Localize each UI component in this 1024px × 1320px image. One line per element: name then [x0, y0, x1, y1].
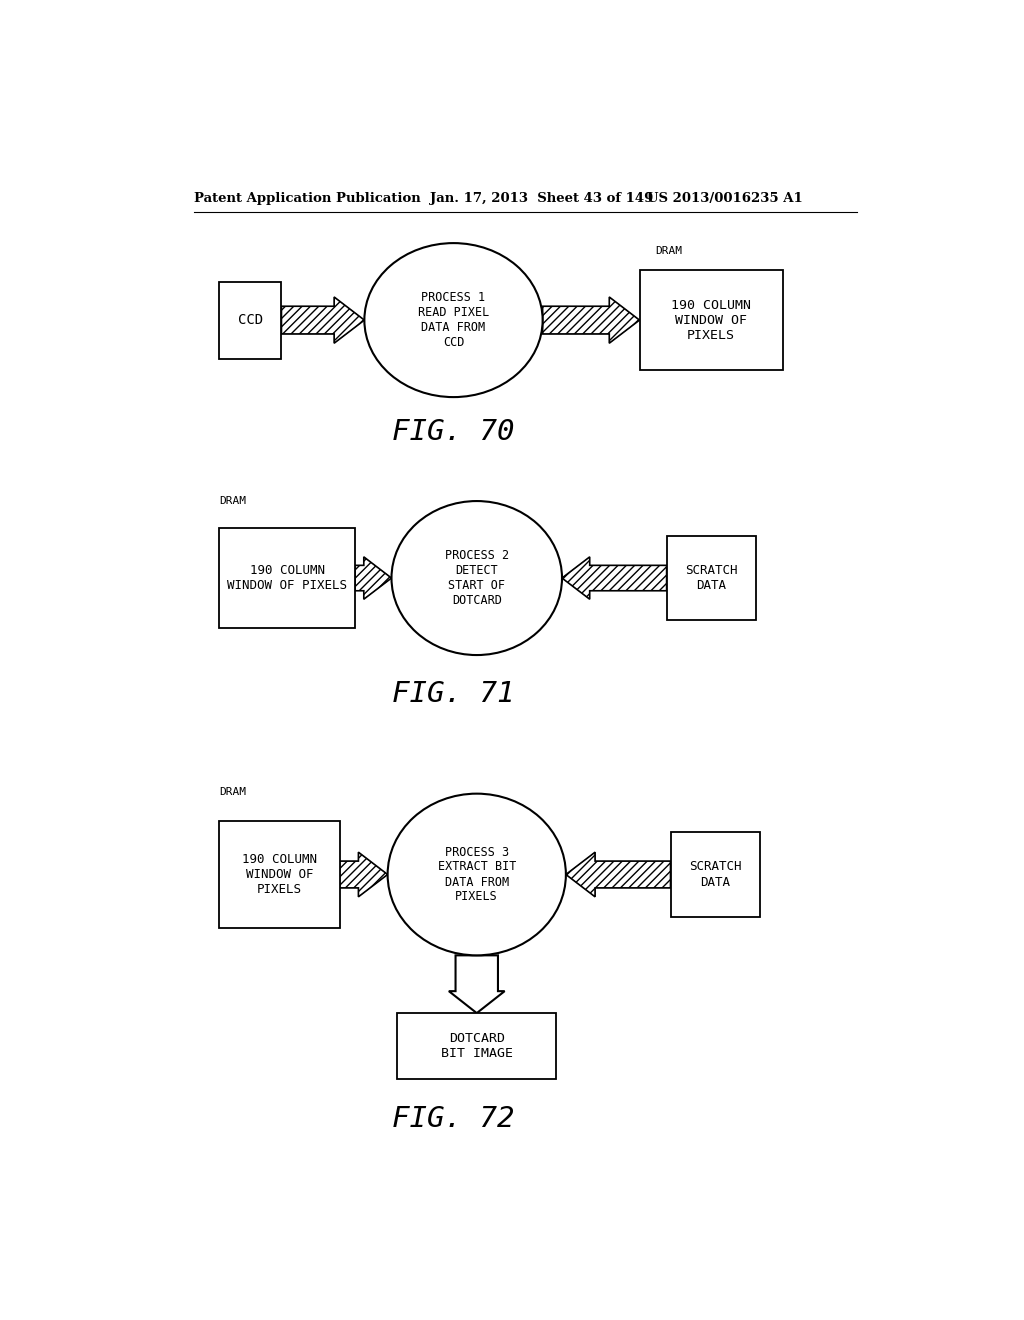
Text: PROCESS 1
READ PIXEL
DATA FROM
CCD: PROCESS 1 READ PIXEL DATA FROM CCD	[418, 292, 489, 348]
Bar	[667, 536, 756, 620]
Bar	[219, 281, 282, 359]
Ellipse shape	[391, 502, 562, 655]
Text: Patent Application Publication: Patent Application Publication	[194, 191, 421, 205]
Text: FIG. 72: FIG. 72	[392, 1105, 515, 1134]
Text: DRAM: DRAM	[219, 787, 247, 797]
Text: DOTCARD
BIT IMAGE: DOTCARD BIT IMAGE	[440, 1032, 513, 1060]
Polygon shape	[543, 297, 640, 343]
Polygon shape	[355, 557, 391, 599]
Text: FIG. 71: FIG. 71	[392, 680, 515, 708]
Text: Jan. 17, 2013  Sheet 43 of 149: Jan. 17, 2013 Sheet 43 of 149	[430, 191, 653, 205]
Polygon shape	[566, 853, 671, 896]
Bar	[640, 271, 783, 370]
Text: PROCESS 3
EXTRACT BIT
DATA FROM
PIXELS: PROCESS 3 EXTRACT BIT DATA FROM PIXELS	[437, 846, 516, 903]
Polygon shape	[282, 297, 365, 343]
Polygon shape	[449, 956, 505, 1014]
Text: US 2013/0016235 A1: US 2013/0016235 A1	[647, 191, 803, 205]
Bar	[219, 821, 340, 928]
Polygon shape	[340, 853, 388, 896]
Text: DRAM: DRAM	[219, 496, 247, 506]
Bar	[219, 528, 355, 628]
Text: SCRATCH
DATA: SCRATCH DATA	[685, 564, 737, 593]
Polygon shape	[562, 557, 667, 599]
Text: 190 COLUMN
WINDOW OF
PIXELS: 190 COLUMN WINDOW OF PIXELS	[671, 298, 752, 342]
Text: DRAM: DRAM	[655, 246, 682, 256]
Text: 190 COLUMN
WINDOW OF
PIXELS: 190 COLUMN WINDOW OF PIXELS	[242, 853, 317, 896]
Text: PROCESS 2
DETECT
START OF
DOTCARD: PROCESS 2 DETECT START OF DOTCARD	[444, 549, 509, 607]
Ellipse shape	[365, 243, 543, 397]
Text: 190 COLUMN
WINDOW OF PIXELS: 190 COLUMN WINDOW OF PIXELS	[227, 564, 347, 593]
Text: SCRATCH
DATA: SCRATCH DATA	[689, 861, 741, 888]
Text: FIG. 70: FIG. 70	[392, 417, 515, 446]
Ellipse shape	[388, 793, 566, 956]
Bar	[671, 832, 760, 917]
Text: CCD: CCD	[238, 313, 263, 327]
Bar	[397, 1014, 556, 1078]
